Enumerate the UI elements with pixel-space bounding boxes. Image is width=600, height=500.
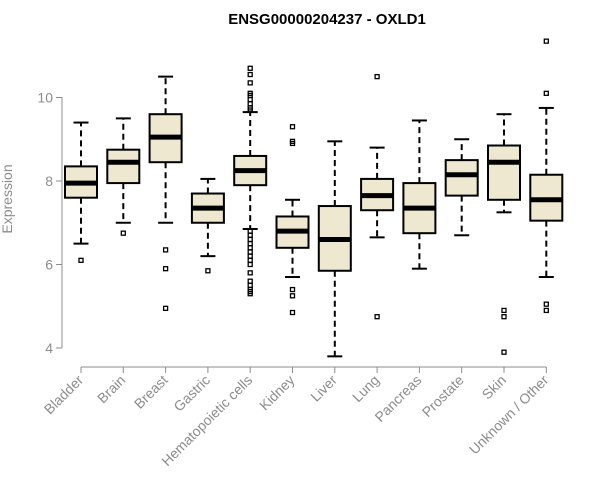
outlier-point bbox=[289, 140, 296, 147]
outlier-point bbox=[374, 314, 380, 320]
outlier-point bbox=[247, 291, 253, 297]
outlier-point bbox=[289, 309, 296, 316]
outlier-point bbox=[374, 73, 380, 80]
outlier-point bbox=[78, 257, 84, 263]
box-lung bbox=[360, 73, 395, 320]
outlier-point bbox=[543, 38, 549, 44]
outlier-point bbox=[501, 349, 507, 355]
outlier-point bbox=[247, 261, 253, 268]
box-pancreas bbox=[402, 119, 437, 270]
box-gastric bbox=[190, 177, 225, 274]
outlier-point bbox=[247, 253, 253, 259]
y-tick-label: 6 bbox=[45, 257, 53, 273]
x-tick-label: Lung bbox=[349, 372, 382, 405]
outlier-point bbox=[247, 249, 253, 255]
outlier-point bbox=[247, 80, 253, 86]
x-tick-label: Skin bbox=[479, 372, 510, 403]
outlier-point bbox=[247, 270, 253, 276]
x-tick-label: Prostate bbox=[419, 372, 467, 420]
outlier-point bbox=[543, 307, 549, 314]
box-breast bbox=[148, 75, 183, 311]
box-iqr bbox=[444, 159, 479, 197]
box-prostate bbox=[444, 138, 479, 237]
outlier-point bbox=[247, 236, 253, 243]
outlier-point bbox=[247, 101, 253, 107]
outlier-point bbox=[247, 232, 253, 238]
outlier-point bbox=[247, 107, 253, 113]
y-tick-label: 10 bbox=[37, 90, 53, 106]
outlier-point bbox=[247, 282, 253, 289]
x-tick-label: Kidney bbox=[256, 372, 298, 414]
box-brain bbox=[106, 117, 141, 236]
outlier-point bbox=[247, 96, 253, 103]
box-series bbox=[64, 38, 564, 358]
x-tick-label: Breast bbox=[131, 372, 171, 412]
box-bladder bbox=[64, 121, 98, 263]
y-tick-label: 8 bbox=[45, 173, 53, 189]
outlier-point bbox=[247, 65, 253, 71]
outlier-point bbox=[247, 257, 253, 263]
box-iqr bbox=[106, 148, 141, 185]
outlier-point bbox=[247, 228, 253, 234]
box-unknown-other bbox=[529, 38, 564, 314]
outlier-point bbox=[120, 230, 126, 236]
outlier-point bbox=[247, 278, 253, 284]
outlier-point bbox=[289, 286, 296, 293]
outlier-point bbox=[289, 124, 296, 130]
x-tick-label: Unknown / Other bbox=[466, 372, 552, 458]
outlier-point bbox=[501, 314, 507, 320]
outlier-point bbox=[289, 293, 296, 299]
outlier-point bbox=[162, 247, 169, 253]
outlier-point bbox=[247, 245, 253, 251]
box-iqr bbox=[487, 144, 521, 201]
box-skin bbox=[487, 113, 521, 355]
outlier-point bbox=[543, 301, 549, 307]
box-kidney bbox=[275, 124, 310, 316]
outlier-point bbox=[501, 307, 507, 314]
y-tick-label: 4 bbox=[45, 340, 53, 356]
outlier-point bbox=[162, 266, 169, 272]
outlier-point bbox=[247, 71, 253, 78]
outlier-point bbox=[162, 305, 169, 311]
outlier-point bbox=[247, 240, 253, 247]
y-axis-label: Expression bbox=[0, 164, 15, 233]
outlier-point bbox=[205, 268, 211, 274]
x-tick-label: Bladder bbox=[41, 372, 87, 418]
y-axis: 4 6 8 10 bbox=[37, 90, 63, 356]
chart-title: ENSG00000204237 - OXLD1 bbox=[228, 11, 426, 28]
outlier-point bbox=[543, 90, 549, 96]
box-hematopoietic-cells bbox=[233, 65, 268, 297]
x-tick-label: Pancreas bbox=[371, 372, 424, 425]
x-tick-label: Liver bbox=[307, 372, 340, 405]
x-tick-label: Brain bbox=[94, 372, 128, 406]
box-liver bbox=[317, 140, 352, 358]
